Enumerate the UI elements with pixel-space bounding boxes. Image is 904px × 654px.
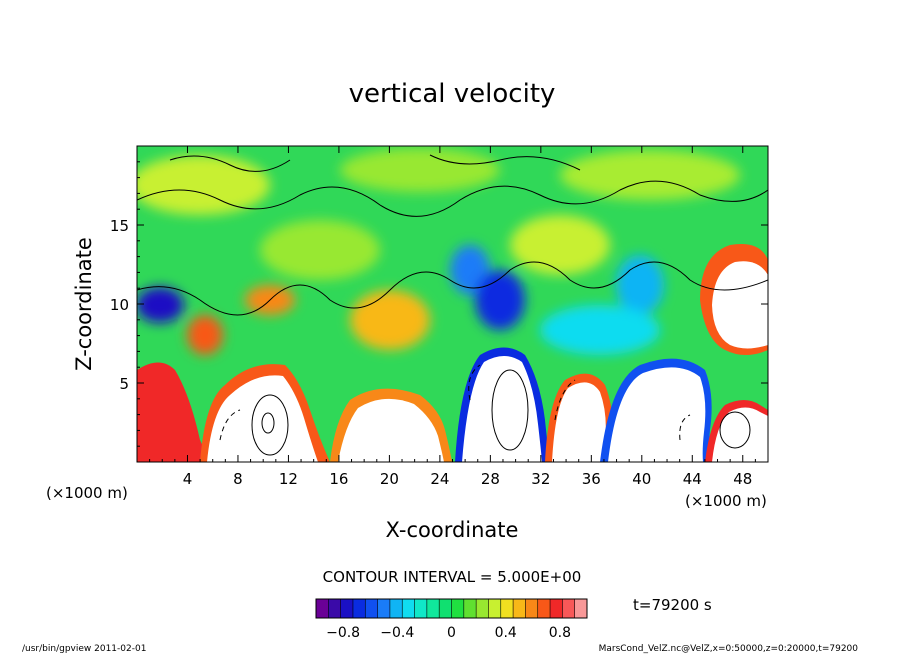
x-tick-label: 48 (733, 470, 752, 488)
contour-lines (137, 154, 768, 456)
y-unit-label: (×1000 m) (46, 484, 128, 502)
colorbar-swatch (389, 599, 403, 618)
colorbar-swatch (525, 599, 539, 618)
colorbar-swatch (574, 599, 588, 618)
colorbar-swatch (352, 599, 366, 618)
contour-interval-label: CONTOUR INTERVAL = 5.000E+00 (323, 568, 582, 586)
colorbar-swatch (414, 599, 428, 618)
updraft-cores (137, 244, 768, 462)
x-tick-label: 24 (430, 470, 449, 488)
colorbar-swatch (488, 599, 502, 618)
y-tick-label: 5 (119, 375, 129, 393)
field-blobs (137, 148, 740, 355)
colorbar-swatch (402, 599, 416, 618)
x-tick-label: 36 (582, 470, 601, 488)
x-tick-label: 40 (632, 470, 651, 488)
plot-area (137, 146, 768, 462)
colorbar-swatch (550, 599, 563, 618)
colorbar-swatch (328, 599, 342, 618)
colorbar-swatch (476, 599, 489, 618)
x-tick-label: 16 (329, 470, 348, 488)
x-tick-label: 32 (531, 470, 550, 488)
colorbar-swatch (365, 599, 379, 618)
x-tick-label: 28 (481, 470, 500, 488)
colorbar-swatch (340, 599, 354, 618)
colorbar-tick-label: −0.8 (326, 625, 360, 641)
colorbar-tick-label: −0.4 (380, 625, 414, 641)
colorbar-swatch (451, 599, 465, 618)
x-axis-title: X-coordinate (386, 518, 519, 542)
colorbar-tick-label: 0.4 (495, 625, 517, 641)
colorbar-swatch (377, 599, 391, 618)
colorbar-swatch (562, 599, 576, 618)
y-axis-ticks: 5 10 15 (110, 161, 768, 447)
colorbar-ticks: −0.8 −0.4 0 0.4 0.8 (326, 625, 571, 641)
x-axis-ticks: 4 8 12 16 20 24 28 32 36 40 44 48 (149, 146, 756, 488)
colorbar-swatch (537, 599, 551, 618)
x-tick-label: 4 (183, 470, 193, 488)
x-tick-label: 44 (683, 470, 702, 488)
colorbar-frame (315, 598, 588, 619)
colorbar-tick-label: 0 (447, 625, 456, 641)
colorbar-swatch (513, 599, 526, 618)
colorbar-swatch (426, 599, 440, 618)
colorbar-swatch (500, 599, 514, 618)
x-tick-label: 20 (380, 470, 399, 488)
colorbar-swatch (463, 599, 477, 618)
y-axis-title: Z-coordinate (72, 237, 96, 371)
x-unit-label: (×1000 m) (685, 492, 767, 510)
footer-right: MarsCond_VelZ.nc@VelZ,x=0:50000,z=0:2000… (599, 644, 859, 654)
footer-left: /usr/bin/gpview 2011-02-01 (22, 644, 146, 654)
colorbar-swatch (316, 599, 329, 618)
y-tick-label: 15 (110, 217, 129, 235)
x-tick-label: 12 (279, 470, 298, 488)
x-tick-label: 8 (233, 470, 243, 488)
colorbar-swatch (439, 599, 452, 618)
y-tick-label: 10 (110, 296, 129, 314)
time-label: t=79200 s (633, 596, 712, 614)
chart-title: vertical velocity (349, 79, 556, 109)
colorbar (315, 598, 588, 619)
colorbar-tick-label: 0.8 (549, 625, 571, 641)
